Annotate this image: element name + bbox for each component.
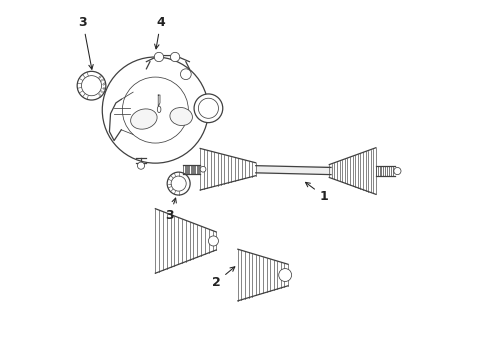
- Ellipse shape: [131, 109, 157, 129]
- Circle shape: [81, 76, 101, 96]
- Circle shape: [167, 172, 190, 195]
- Text: 3: 3: [166, 198, 176, 222]
- Ellipse shape: [157, 106, 161, 113]
- Circle shape: [171, 52, 180, 62]
- Circle shape: [171, 176, 186, 191]
- Circle shape: [154, 52, 164, 62]
- Text: 2: 2: [212, 267, 235, 289]
- Text: 4: 4: [155, 16, 165, 49]
- Circle shape: [208, 236, 219, 246]
- Ellipse shape: [170, 108, 193, 126]
- Text: 3: 3: [78, 16, 93, 69]
- Text: 1: 1: [306, 183, 328, 203]
- Circle shape: [279, 269, 292, 282]
- Circle shape: [180, 69, 191, 80]
- Circle shape: [200, 166, 206, 172]
- Circle shape: [77, 71, 106, 100]
- Circle shape: [122, 77, 188, 143]
- Circle shape: [137, 162, 145, 169]
- Circle shape: [198, 98, 219, 118]
- Circle shape: [102, 57, 208, 163]
- Circle shape: [194, 94, 223, 123]
- Circle shape: [394, 167, 401, 175]
